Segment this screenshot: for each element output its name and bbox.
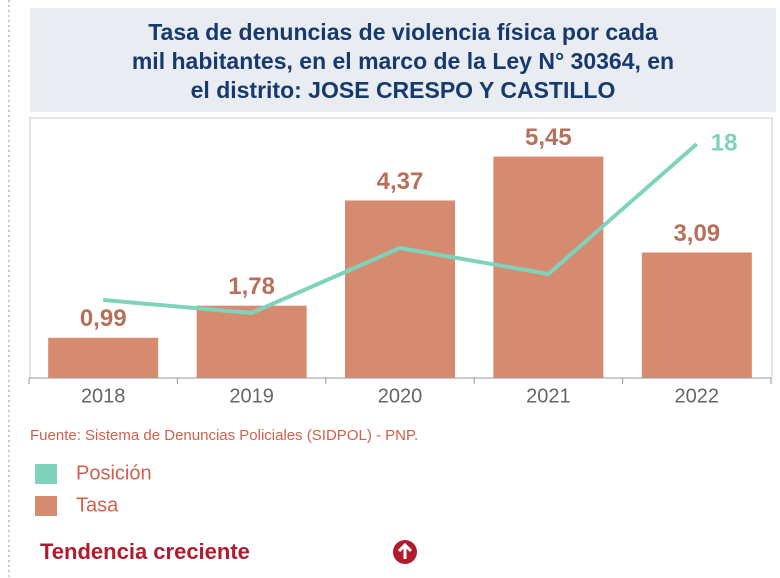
legend-label: Posición bbox=[76, 462, 152, 484]
legend-swatch bbox=[35, 496, 57, 516]
title-background bbox=[30, 8, 776, 112]
bar-label: 4,37 bbox=[377, 168, 424, 195]
bar-label: 5,45 bbox=[525, 124, 572, 151]
x-tick-label: 2021 bbox=[526, 385, 571, 407]
legend-swatch bbox=[35, 464, 57, 484]
bar-label: 3,09 bbox=[673, 220, 720, 247]
legend-label: Tasa bbox=[76, 494, 119, 516]
bar bbox=[196, 305, 307, 378]
chart-title: Tasa de denuncias de violencia física po… bbox=[148, 19, 658, 45]
chart-title: el distrito: JOSE CRESPO Y CASTILLO bbox=[191, 77, 616, 103]
x-tick-label: 2020 bbox=[378, 385, 423, 407]
bar-label: 0,99 bbox=[80, 305, 127, 332]
line bbox=[103, 142, 699, 315]
bar-label: 1,78 bbox=[228, 273, 275, 300]
chart-title: mil habitantes, en el marco de la Ley N°… bbox=[132, 48, 674, 74]
trend-label: Tendencia creciente bbox=[40, 539, 250, 564]
x-tick-label: 2019 bbox=[229, 385, 274, 407]
trend-icon bbox=[393, 540, 417, 564]
line-label: 18 bbox=[711, 129, 738, 156]
bar bbox=[345, 200, 455, 378]
source-note: Fuente: Sistema de Denuncias Policiales … bbox=[30, 427, 418, 444]
bar bbox=[48, 337, 159, 378]
bar bbox=[641, 252, 752, 378]
x-tick-label: 2018 bbox=[81, 385, 126, 407]
x-tick-label: 2022 bbox=[675, 385, 720, 407]
